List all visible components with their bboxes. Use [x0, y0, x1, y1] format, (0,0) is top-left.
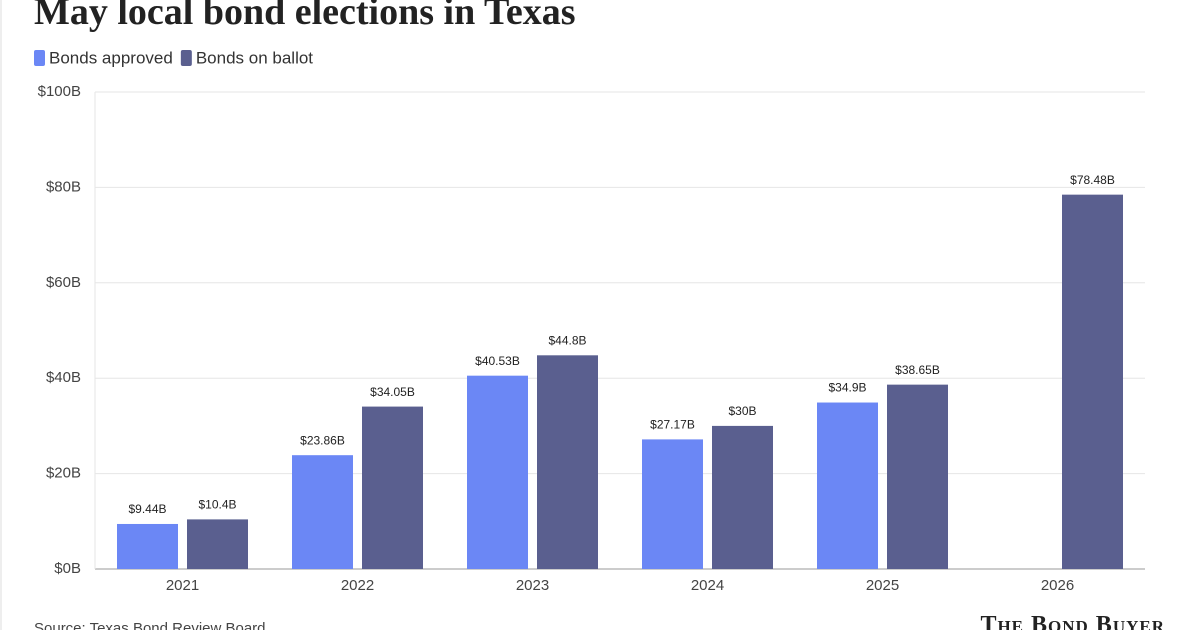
bar [712, 425, 773, 569]
x-tick-label: 2023 [516, 577, 549, 594]
y-tick-label: $20B [46, 465, 81, 482]
x-tick-label: 2026 [1041, 577, 1074, 594]
x-tick-label: 2025 [866, 577, 899, 594]
bar [117, 523, 178, 569]
y-tick-label: $60B [46, 274, 81, 291]
value-label: $9.44B [128, 502, 166, 516]
source: Source: Texas Bond Review Board [34, 620, 266, 630]
bar [1062, 194, 1123, 570]
y-tick-label: $100B [38, 83, 81, 100]
legend-swatch [34, 50, 45, 66]
value-label: $30B [728, 404, 756, 418]
bar [467, 375, 528, 569]
y-tick-label: $40B [46, 369, 81, 386]
legend-swatch [180, 50, 192, 66]
y-tick-label: $0B [54, 560, 81, 577]
chart-title: May local bond elections in Texas [34, 0, 576, 33]
bar [537, 355, 598, 569]
bar [187, 519, 248, 569]
value-label: $10.4B [198, 498, 236, 512]
x-tick-label: 2021 [166, 577, 199, 594]
y-tick-label: $80B [46, 178, 81, 195]
bar [817, 402, 878, 569]
bar [642, 439, 703, 569]
legend-label: Bonds on ballot [196, 48, 313, 67]
value-label: $34.9B [828, 381, 866, 395]
bar [292, 455, 353, 569]
x-tick-label: 2024 [691, 577, 724, 594]
value-label: $40.53B [475, 354, 520, 368]
legend-label: Bonds approved [49, 48, 173, 67]
value-label: $38.65B [895, 363, 940, 377]
value-label: $23.86B [300, 433, 345, 447]
value-label: $27.17B [650, 418, 695, 432]
value-label: $44.8B [548, 333, 586, 347]
value-label: $34.05B [370, 385, 415, 399]
brand: The Bond Buyer [980, 612, 1165, 630]
bar [887, 384, 948, 569]
bar [362, 406, 423, 569]
x-tick-label: 2022 [341, 577, 374, 594]
value-label: $78.48B [1070, 173, 1115, 187]
